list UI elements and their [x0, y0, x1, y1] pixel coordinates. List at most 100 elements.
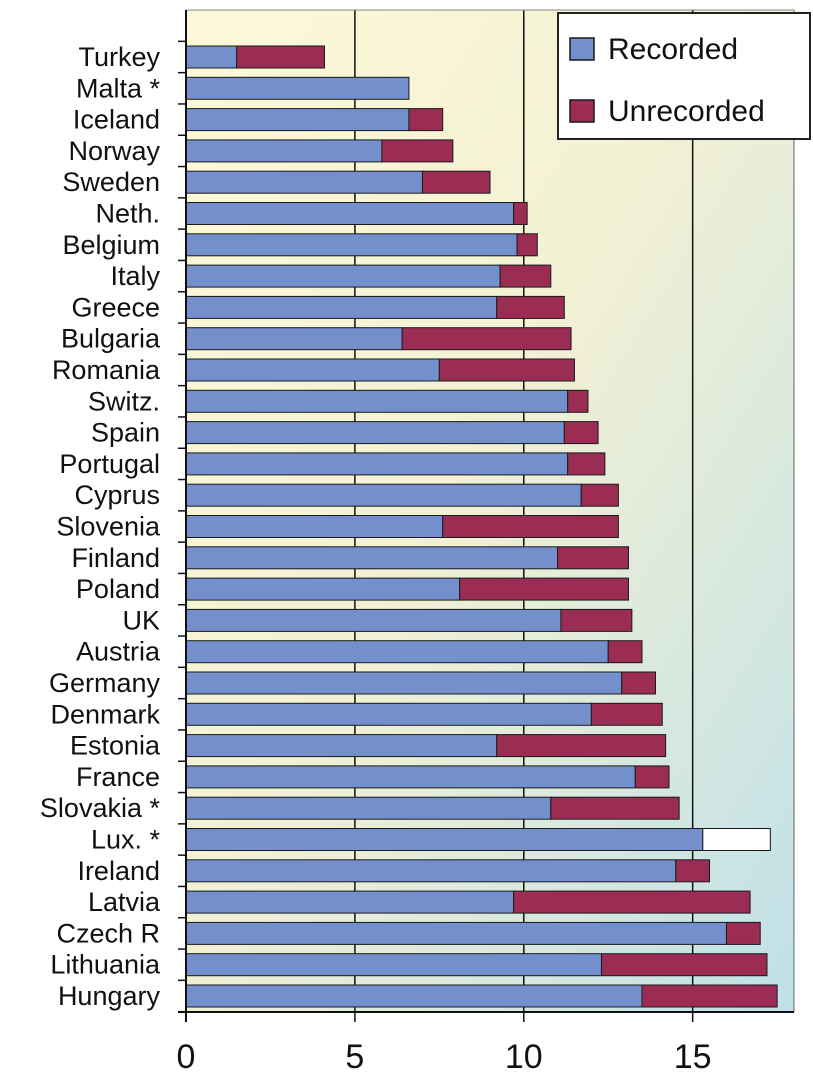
bar-recorded-7 [185, 264, 501, 288]
category-label-30: Hungary [58, 981, 161, 1011]
legend-label-1: Unrecorded [608, 95, 765, 128]
bar-unrecorded-19 [607, 640, 643, 664]
category-label-4: Sweden [62, 167, 160, 197]
bar-recorded-12 [185, 421, 565, 445]
category-label-0: Turkey [78, 42, 160, 72]
category-label-25: Lux. * [91, 825, 161, 855]
bar-recorded-30 [185, 984, 643, 1008]
bar-unrecorded-10 [438, 358, 575, 382]
bar-recorded-18 [185, 608, 562, 632]
category-label-2: Iceland [73, 105, 160, 135]
legend-label-0: Recorded [608, 33, 738, 66]
bar-recorded-0 [185, 45, 238, 69]
category-label-28: Czech R [56, 918, 160, 948]
bar-unrecorded-20 [621, 671, 657, 695]
category-label-7: Italy [110, 261, 160, 291]
bar-recorded-11 [185, 389, 569, 413]
bar-recorded-15 [185, 515, 444, 538]
bar-unrecorded-4 [421, 170, 491, 194]
bar-unrecorded-30 [641, 984, 778, 1008]
bar-unrecorded-25 [702, 828, 771, 851]
category-label-15: Slovenia [56, 512, 161, 542]
category-label-20: Germany [49, 668, 161, 698]
bar-recorded-8 [185, 295, 498, 319]
bar-recorded-1 [185, 76, 410, 100]
category-label-12: Spain [91, 418, 160, 448]
category-label-17: Poland [76, 574, 160, 604]
bar-unrecorded-2 [408, 108, 444, 132]
category-label-19: Austria [76, 637, 161, 667]
category-label-24: Slovakia * [40, 793, 161, 823]
bar-recorded-16 [185, 546, 559, 570]
bar-recorded-6 [185, 233, 518, 257]
bar-unrecorded-15 [442, 515, 619, 538]
bar-unrecorded-28 [725, 921, 761, 945]
bar-unrecorded-23 [634, 765, 670, 789]
category-label-11: Switz. [88, 386, 160, 416]
bar-unrecorded-22 [496, 734, 667, 758]
bar-unrecorded-0 [236, 45, 325, 69]
category-label-13: Portugal [59, 449, 160, 479]
bar-recorded-3 [185, 139, 383, 163]
category-label-1: Malta * [76, 73, 161, 103]
category-label-29: Lithuania [50, 950, 161, 980]
legend-swatch-0 [569, 37, 595, 61]
legend-box [557, 12, 811, 140]
category-label-22: Estonia [70, 731, 161, 761]
category-label-10: Romania [52, 355, 161, 385]
bar-recorded-20 [185, 671, 623, 695]
category-label-6: Belgium [62, 230, 160, 260]
bar-recorded-9 [185, 327, 403, 351]
bar-recorded-4 [185, 170, 423, 194]
bar-recorded-21 [185, 702, 592, 726]
category-label-18: UK [122, 605, 160, 635]
category-label-14: Cyprus [74, 480, 160, 510]
bar-unrecorded-13 [567, 452, 606, 476]
bar-recorded-13 [185, 452, 569, 476]
bar-unrecorded-3 [381, 139, 454, 163]
bar-recorded-10 [185, 358, 440, 382]
category-label-16: Finland [71, 543, 160, 573]
bar-unrecorded-17 [459, 577, 629, 601]
category-label-3: Norway [68, 136, 160, 166]
category-label-21: Denmark [50, 699, 160, 729]
bar-unrecorded-24 [550, 796, 680, 820]
bar-unrecorded-21 [590, 702, 663, 726]
category-label-5: Neth. [95, 199, 160, 229]
category-label-8: Greece [71, 292, 160, 322]
bar-unrecorded-11 [567, 389, 589, 413]
bar-unrecorded-12 [563, 421, 599, 445]
category-label-27: Latvia [88, 887, 161, 917]
bar-recorded-22 [185, 734, 498, 758]
bar-recorded-29 [185, 953, 602, 977]
bar-unrecorded-8 [496, 295, 565, 319]
bar-unrecorded-7 [499, 264, 552, 288]
bar-unrecorded-5 [513, 202, 528, 225]
bar-recorded-27 [185, 890, 515, 914]
bar-recorded-5 [185, 202, 515, 225]
bar-unrecorded-29 [600, 953, 768, 977]
bar-unrecorded-18 [560, 608, 633, 632]
bar-recorded-2 [185, 108, 410, 132]
x-tick-label-15: 15 [674, 1038, 712, 1076]
bar-unrecorded-26 [675, 859, 711, 883]
bar-recorded-19 [185, 640, 609, 664]
category-label-23: France [76, 762, 160, 792]
bar-unrecorded-9 [401, 327, 572, 351]
bar-recorded-24 [185, 796, 552, 820]
bar-unrecorded-6 [516, 233, 538, 257]
bar-unrecorded-16 [557, 546, 629, 570]
bar-unrecorded-27 [513, 890, 751, 914]
category-label-26: Ireland [77, 856, 160, 886]
category-label-9: Bulgaria [61, 324, 161, 354]
legend-swatch-1 [569, 99, 595, 123]
bar-unrecorded-14 [580, 483, 619, 507]
bar-recorded-25 [185, 828, 704, 851]
bar-recorded-14 [185, 483, 582, 507]
bar-recorded-17 [185, 577, 461, 601]
x-tick-label-10: 10 [505, 1038, 543, 1076]
bar-recorded-28 [185, 921, 727, 945]
x-tick-label-0: 0 [177, 1038, 196, 1076]
